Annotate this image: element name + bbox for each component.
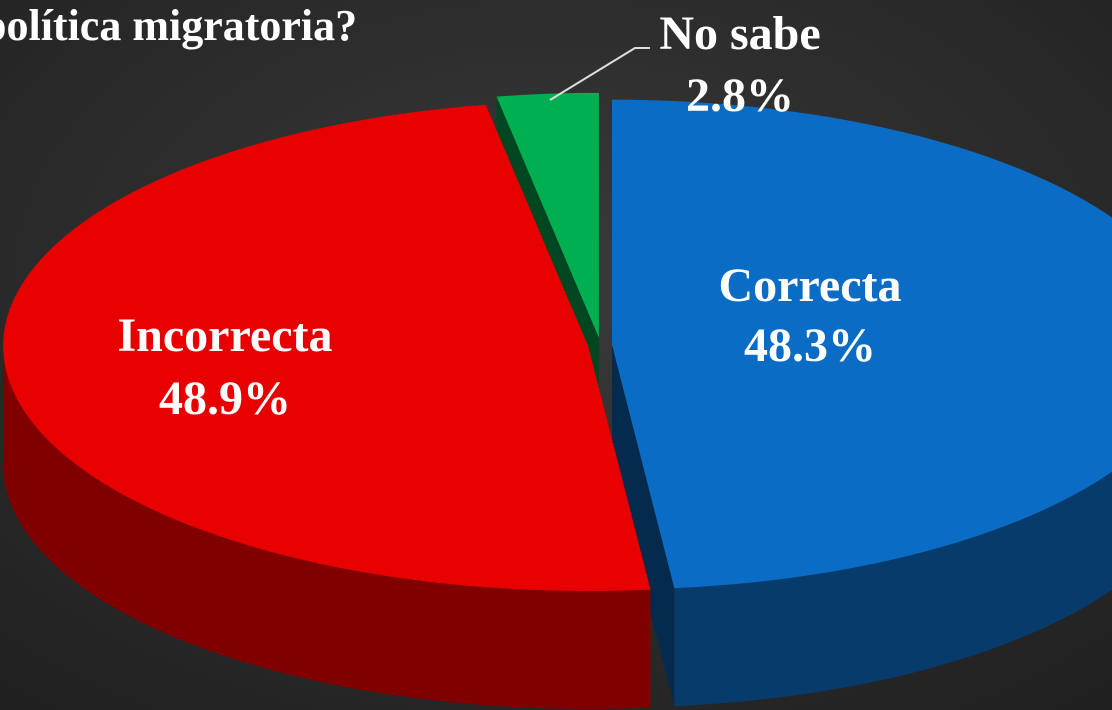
- slice-wall: [3, 346, 651, 710]
- chart-title: política migratoria?: [0, 1, 357, 50]
- slice-wall: [674, 471, 1112, 707]
- pie-labels: Correcta 48.3% Incorrecta 48.9% No sabe 2.8%: [117, 7, 901, 425]
- value-label: 48.3%: [744, 319, 876, 372]
- leader-line: [549, 47, 650, 101]
- slice-label: No sabe: [659, 7, 820, 60]
- slice-label: Incorrecta: [117, 309, 332, 362]
- slice-face: [611, 344, 675, 707]
- value-label: 48.9%: [159, 372, 291, 425]
- slice-label: Correcta: [719, 259, 902, 312]
- pie-tops: [3, 92, 1112, 592]
- value-label: 2.8%: [686, 69, 794, 122]
- slice: [496, 92, 599, 338]
- slice: [611, 99, 1112, 589]
- slice: [3, 104, 651, 592]
- slice-side: [611, 344, 1112, 707]
